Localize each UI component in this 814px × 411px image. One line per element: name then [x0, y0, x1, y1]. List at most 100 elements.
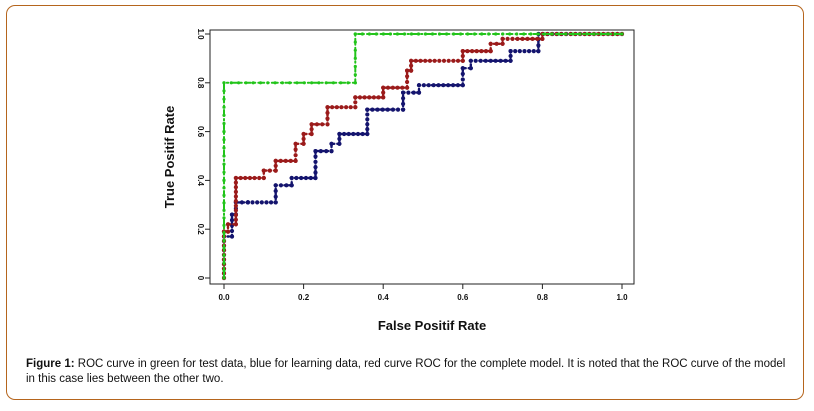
- series-test-green-point: [360, 32, 364, 36]
- series-complete-red-point: [353, 105, 358, 110]
- series-learning-blue-point: [468, 66, 473, 71]
- series-test-green-point: [229, 81, 233, 85]
- series-complete-red-point: [233, 194, 238, 199]
- series-complete-red-point: [405, 79, 410, 85]
- series-complete-red-point: [293, 147, 298, 152]
- series-test-green-point: [367, 32, 371, 36]
- series-learning-blue-point: [406, 90, 411, 95]
- series-complete-red-point: [233, 212, 238, 218]
- series-learning-blue-point: [460, 71, 465, 76]
- series-learning-blue-point: [337, 131, 342, 137]
- series-test-green-point: [543, 32, 547, 36]
- series-complete-red-point: [418, 58, 423, 63]
- series-test-green-point: [599, 32, 603, 36]
- series-learning-blue-point: [294, 175, 299, 181]
- series-complete-red-point: [233, 185, 238, 190]
- series-learning-blue-point: [313, 159, 318, 164]
- roc-chart-svg: 0.0 0.2 0.4 0.6 0.8 1.0 0 0.2 0.4 0.6 0.8 1.0 True …: [162, 28, 635, 333]
- series-complete-red-point: [376, 95, 381, 100]
- series-test-green-point: [388, 32, 392, 36]
- series-test-green-point: [353, 73, 357, 77]
- series-complete-red-point: [238, 175, 243, 181]
- series-test-green-point: [222, 261, 226, 265]
- series-learning-blue-point: [478, 58, 483, 63]
- series-test-green-point: [222, 208, 226, 212]
- roc-chart: 0.0 0.2 0.4 0.6 0.8 1.0 0 0.2 0.4 0.6 0.8 1.0 True …: [160, 14, 640, 344]
- x-tick-label: 0.8: [537, 293, 549, 302]
- series-learning-blue-point: [411, 90, 416, 95]
- series-test-green-point: [310, 81, 314, 85]
- series-complete-red-point: [446, 58, 451, 63]
- series-complete-red-point: [325, 116, 330, 121]
- series-complete-red-point: [610, 31, 615, 37]
- series-test-green-point: [480, 32, 484, 36]
- series-learning-blue-point: [255, 200, 260, 205]
- x-tick-label: 0.0: [218, 293, 230, 302]
- series-test-green-point: [237, 81, 241, 85]
- x-tick-label: 0.6: [457, 293, 469, 302]
- series-learning-blue-point: [536, 43, 541, 48]
- series-test-green-point: [613, 32, 617, 36]
- series-test-green-point: [501, 32, 505, 36]
- series-learning-blue-point: [508, 58, 513, 63]
- series-learning-blue-point: [431, 83, 436, 88]
- series-complete-red-point: [460, 53, 465, 59]
- series-complete-red-point: [257, 175, 262, 181]
- series-complete-red-point: [483, 49, 489, 54]
- series-learning-blue-point: [460, 83, 465, 88]
- series-test-green-point: [251, 81, 255, 85]
- series-complete-red-point: [273, 168, 278, 173]
- series-learning-blue-point: [351, 131, 356, 137]
- series-learning-blue-point: [229, 228, 235, 234]
- series-test-green-point: [487, 32, 491, 36]
- series-learning-blue-point: [483, 58, 488, 63]
- series-learning-blue-point: [401, 107, 406, 112]
- series-test-green-point: [339, 81, 343, 85]
- y-tick-label: 0.6: [196, 126, 205, 138]
- series-test-green-point: [317, 81, 321, 85]
- series-test-green-point: [508, 32, 512, 36]
- series-learning-blue-point: [401, 96, 406, 101]
- series-test-green-point: [430, 32, 435, 36]
- series-complete-red-point: [325, 105, 330, 110]
- series-complete-red-point: [413, 58, 418, 63]
- series-complete-red-point: [451, 58, 456, 63]
- series-complete-red-line: [222, 32, 624, 280]
- series-learning-blue-point: [273, 188, 278, 194]
- series-test-green-point: [222, 81, 226, 85]
- series-learning-blue-point: [531, 49, 536, 54]
- series-complete-red-point: [437, 58, 442, 63]
- series-learning-blue-point: [264, 200, 269, 205]
- series-learning-blue-point: [259, 200, 264, 205]
- series-complete-red-point: [233, 208, 238, 213]
- series-complete-red-point: [344, 105, 349, 110]
- series-complete-red-point: [423, 58, 428, 63]
- series-complete-red-point: [409, 58, 414, 63]
- series-learning-blue-point: [365, 127, 370, 132]
- series-test-green-point: [222, 253, 226, 258]
- series-learning-blue-point: [329, 149, 334, 154]
- series-test-green-point: [295, 81, 299, 85]
- series-complete-red-point: [293, 153, 298, 158]
- y-tick-label: 0.4: [196, 175, 205, 187]
- series-complete-red-point: [247, 175, 252, 181]
- series-learning-blue-point: [421, 83, 426, 88]
- series-complete-red-point: [320, 122, 325, 127]
- series-complete-red-point: [405, 68, 410, 73]
- series-learning-blue-point: [493, 58, 498, 63]
- series-complete-red-point: [330, 105, 335, 110]
- series-test-green-point: [416, 32, 421, 36]
- series-learning-blue-point: [416, 83, 422, 88]
- series-complete-red-point: [353, 100, 358, 105]
- y-tick-label: 0: [196, 276, 205, 281]
- series-learning-blue-point: [513, 49, 518, 54]
- plot-frame: [209, 29, 635, 285]
- series-learning-blue-point: [273, 183, 278, 188]
- series-test-green-point: [529, 32, 533, 36]
- series-learning-blue-point: [365, 117, 370, 122]
- series-complete-red-point: [405, 74, 410, 79]
- series-complete-red-point: [432, 58, 437, 63]
- series-learning-blue-point: [365, 112, 370, 117]
- series-test-green-point: [222, 246, 226, 250]
- series-complete-red-point: [540, 36, 545, 41]
